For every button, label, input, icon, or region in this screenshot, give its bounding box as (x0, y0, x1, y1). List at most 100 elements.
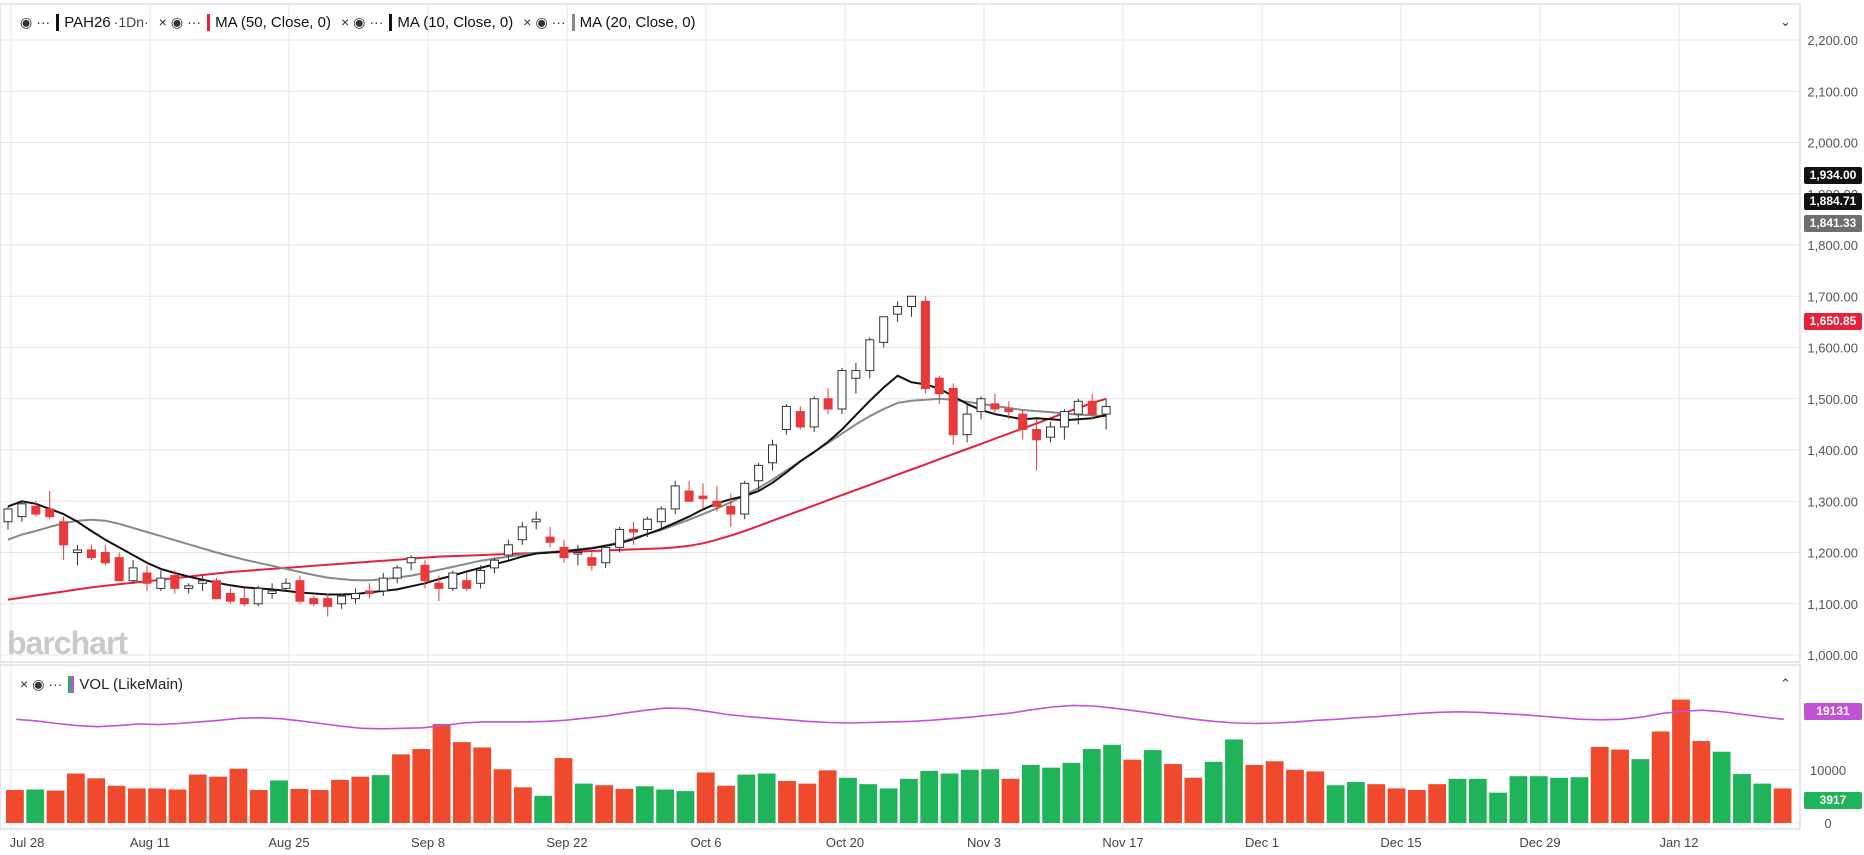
volume-bar (818, 770, 837, 823)
candle-body (990, 403, 1000, 410)
eye-icon[interactable]: ◉ (535, 13, 548, 30)
ma10-price-tag: 1,884.71 (1804, 193, 1862, 210)
volume-bar (473, 747, 492, 823)
candle-body (17, 503, 27, 518)
volume-bar (1245, 765, 1264, 823)
candle-body (406, 557, 416, 564)
legend-ma50[interactable]: × ◉ ··· MA (50, Close, 0) (158, 13, 331, 31)
volume-bar (1631, 759, 1650, 823)
ma50-line (7, 397, 1107, 601)
volume-bar (432, 724, 451, 823)
volume-bar (1143, 750, 1162, 823)
candle-body (1073, 400, 1083, 415)
collapse-chevron-icon[interactable]: ⌄ (1780, 14, 1791, 29)
volume-bar (1103, 744, 1121, 823)
candle-body (907, 295, 916, 307)
candle-body (962, 413, 972, 436)
volume-bar (656, 789, 674, 823)
volume-bar (737, 774, 756, 823)
menu-dots-icon[interactable]: ··· (187, 14, 202, 30)
volume-bar (1733, 774, 1751, 823)
menu-dots-icon[interactable]: ··· (48, 676, 63, 692)
legend-ma20[interactable]: × ◉ ··· MA (20, Close, 0) (523, 13, 696, 31)
volume-tick-label: 10000 (1810, 763, 1846, 778)
candle-body (100, 552, 110, 564)
volume-bar (188, 774, 207, 823)
candle-body (198, 580, 208, 584)
candle-body (823, 398, 833, 410)
expand-chevron-icon[interactable]: ⌃ (1780, 676, 1791, 691)
menu-dots-icon[interactable]: ··· (369, 14, 384, 30)
volume-bar (1062, 762, 1081, 823)
volume-label: VOL (LikeMain) (79, 675, 184, 693)
volume-bar (290, 788, 309, 823)
time-tick-label: Oct 20 (826, 835, 864, 850)
main-panel-border (0, 3, 1801, 663)
volume-bar (1570, 777, 1589, 823)
interval-separator-2: · (144, 14, 149, 30)
interval-separator: · (113, 14, 119, 30)
close-icon[interactable]: × (523, 14, 532, 30)
candle-body (1018, 413, 1028, 430)
volume-bar (1407, 790, 1426, 823)
price-tick-label: 1,300.00 (1807, 494, 1858, 509)
volume-bar (1611, 749, 1629, 823)
candle-body (781, 405, 791, 430)
candle-body (476, 569, 486, 584)
volume-bar (879, 788, 898, 823)
volume-bar (778, 780, 796, 823)
close-icon[interactable]: × (20, 676, 29, 692)
candle-body (142, 572, 152, 584)
ma10-line (7, 374, 1107, 596)
volume-bar (1123, 759, 1142, 823)
ma10-swatch (389, 13, 393, 31)
time-tick-label: Aug 11 (130, 835, 170, 850)
menu-dots-icon[interactable]: ··· (36, 14, 51, 30)
candle-body (976, 398, 986, 413)
volume-bar (209, 776, 227, 823)
candle-body (698, 495, 708, 500)
candle-body (156, 577, 166, 589)
eye-icon[interactable]: ◉ (32, 675, 45, 692)
close-icon[interactable]: × (158, 14, 167, 30)
ma50-swatch (207, 13, 211, 31)
time-tick-label: Nov 17 (1102, 835, 1143, 850)
last-price-tag: 1,934.00 (1804, 167, 1862, 184)
volume-bar (1326, 785, 1345, 823)
candle-body (642, 518, 652, 530)
volume-bar (1184, 777, 1203, 823)
legend-symbol[interactable]: ◉ ··· PAH26 · 1Dn · (20, 13, 149, 31)
ma-layer (7, 374, 1107, 601)
volume-bar (148, 788, 167, 823)
menu-dots-icon[interactable]: ··· (551, 14, 566, 30)
close-icon[interactable]: × (340, 14, 350, 30)
candle-body (434, 582, 444, 589)
candle-body (893, 306, 903, 315)
volume-bar (574, 783, 593, 823)
candle-body (754, 464, 764, 482)
ma20-price-tag: 1,841.33 (1804, 215, 1862, 232)
eye-icon[interactable]: ◉ (20, 13, 33, 30)
eye-icon[interactable]: ◉ (170, 13, 184, 30)
candle-body (281, 582, 291, 589)
ma20-label: MA (20, Close, 0) (579, 13, 696, 31)
candle-body (1059, 411, 1069, 428)
legend-ma10[interactable]: × ◉ ··· MA (10, Close, 0) (340, 13, 513, 31)
time-tick-label: Dec 15 (1380, 835, 1421, 850)
volume-bar (1753, 783, 1772, 823)
candle-body (587, 557, 597, 566)
barchart-watermark: barchart (7, 625, 128, 661)
volume-bar (1286, 769, 1304, 823)
volume-bar (1265, 761, 1284, 823)
volume-legend: × ◉ ··· VOL (LikeMain) (0, 670, 183, 698)
eye-icon[interactable]: ◉ (353, 13, 366, 30)
volume-bar (1387, 788, 1406, 823)
volume-bar (1001, 778, 1020, 823)
time-tick-label: Jan 12 (1659, 835, 1698, 850)
candle-body (809, 398, 819, 428)
volume-bar (940, 773, 959, 823)
candle-body (309, 598, 319, 605)
candle-body (225, 593, 235, 602)
